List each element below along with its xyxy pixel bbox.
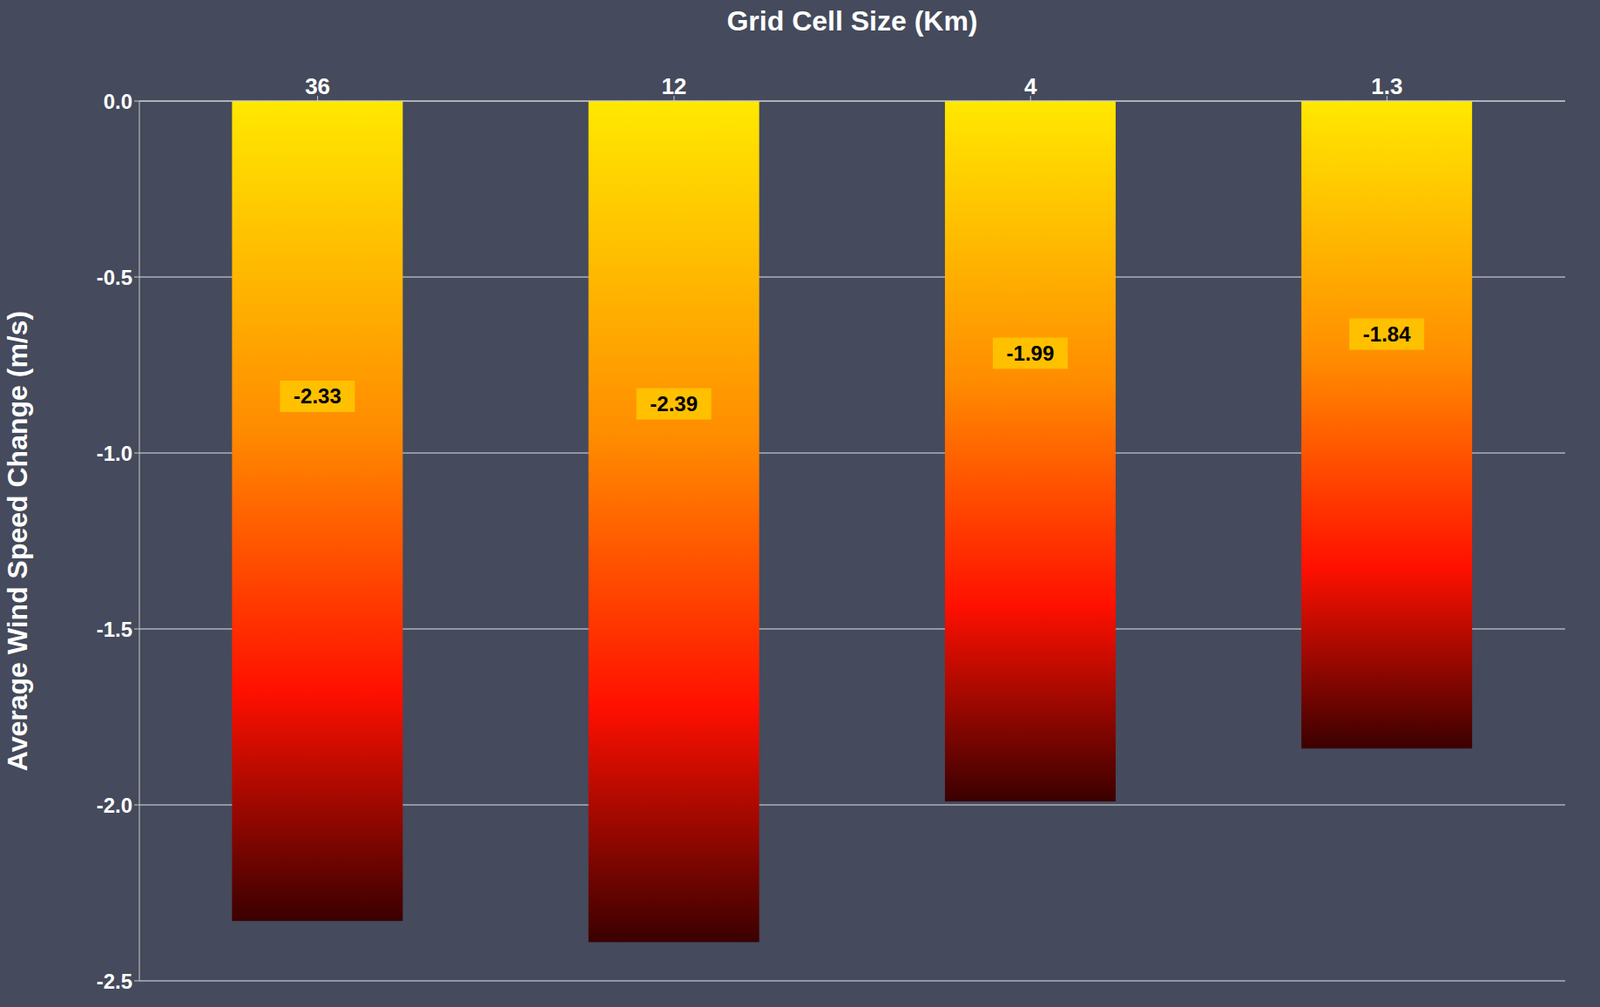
svg-text:0.0: 0.0 (103, 89, 133, 114)
svg-text:-1.84: -1.84 (1363, 322, 1411, 346)
svg-text:4: 4 (1024, 73, 1038, 100)
svg-text:-1.5: -1.5 (96, 617, 133, 642)
svg-text:1.3: 1.3 (1370, 73, 1403, 100)
svg-text:-2.39: -2.39 (649, 391, 698, 416)
svg-text:-1.0: -1.0 (96, 441, 133, 466)
svg-text:Average Wind Speed Change (m/s: Average Wind Speed Change (m/s) (1, 310, 34, 771)
svg-text:-2.5: -2.5 (96, 969, 133, 993)
svg-text:-1.99: -1.99 (1006, 341, 1055, 365)
svg-text:36: 36 (304, 73, 331, 100)
svg-text:Grid Cell Size (Km): Grid Cell Size (Km) (726, 5, 978, 37)
svg-text:-2.0: -2.0 (96, 793, 133, 817)
svg-text:-2.33: -2.33 (293, 384, 342, 408)
svg-text:-0.5: -0.5 (96, 265, 133, 290)
svg-text:12: 12 (661, 73, 687, 100)
